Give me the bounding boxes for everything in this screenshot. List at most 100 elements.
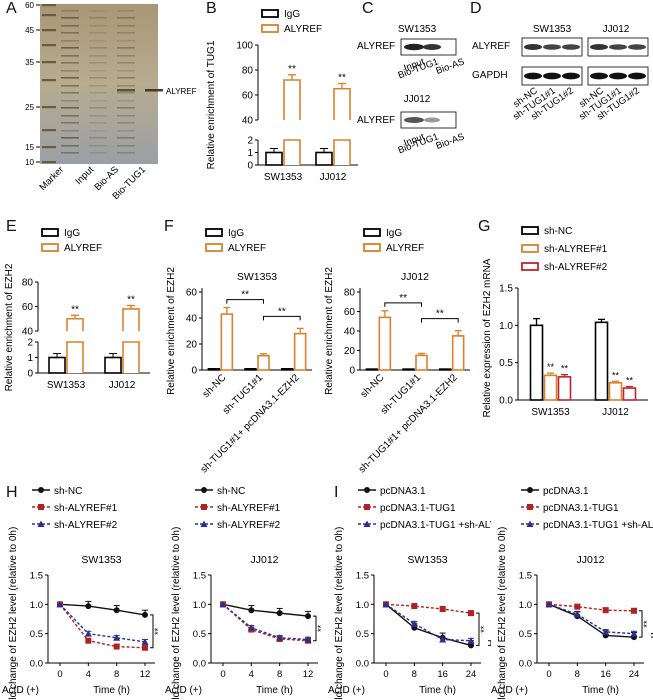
- data-point: [248, 607, 255, 614]
- gel-band: [89, 70, 107, 72]
- ladder-label: 45: [25, 26, 34, 35]
- x-tick-label: SW1353: [47, 380, 86, 391]
- y-axis-label: Relative expression of EZH2 mRNA: [482, 258, 493, 417]
- gel-band: [117, 137, 135, 139]
- legend-label: sh-ALYREF#2: [217, 520, 281, 531]
- bar-alyref-upper: [122, 308, 140, 331]
- blot-cell-line-label: SW1353: [398, 24, 437, 35]
- gel-band: [61, 77, 79, 79]
- series-line: [548, 603, 635, 638]
- gel-band: [89, 107, 107, 109]
- gel-band: [89, 55, 107, 57]
- legend-label: pcDNA3.1: [543, 486, 589, 497]
- data-point: [142, 611, 148, 618]
- gel-band: [117, 25, 135, 27]
- y-tick-label: 0.0: [519, 659, 532, 670]
- panel-letter-h: H: [6, 484, 18, 501]
- series-line: [59, 603, 146, 616]
- panel-d-blots: SW1353 JJ012 ALYREF GAPDH sh-NC sh-TUG1#…: [472, 24, 649, 123]
- data-point: [439, 606, 446, 613]
- gel-band: [61, 115, 79, 117]
- significance-label: **: [316, 624, 326, 632]
- series-line: [222, 603, 309, 642]
- bar-igg: [365, 368, 379, 371]
- significance-label: **: [547, 362, 555, 372]
- gel-band: [61, 130, 79, 132]
- bar-alyref: [378, 316, 392, 371]
- gel-background: [40, 4, 158, 164]
- legend-swatch: [41, 228, 59, 237]
- y-tick-label: 20: [344, 346, 356, 357]
- data-point: [142, 644, 148, 651]
- chart-title: SW1353: [237, 271, 277, 283]
- blot-cell-line-label: JJ012: [404, 94, 431, 105]
- y-tick-label: 80: [242, 66, 254, 77]
- y-tick-label: 100: [236, 41, 253, 52]
- legend-swatch: [363, 243, 381, 252]
- data-point: [631, 607, 637, 614]
- chart-i-sw1353: pcDNA3.1 pcDNA3.1-TUG1 pcDNA3.1-TUG1 +sh-A…: [328, 486, 491, 700]
- significance-label: **: [436, 309, 444, 320]
- bar-igg: [265, 151, 283, 166]
- bar-alyref: [220, 313, 234, 371]
- ladder-label: 10: [25, 158, 34, 167]
- data-point: [410, 620, 418, 627]
- legend-label: sh-NC: [544, 226, 572, 237]
- legend-label: ALYREF: [228, 243, 266, 254]
- gel-band: [61, 55, 79, 57]
- bar-alyref-lower: [66, 341, 84, 373]
- data-point: [201, 504, 207, 510]
- gel-band: [89, 115, 107, 117]
- x-tick-label: 12: [140, 669, 151, 680]
- gel-band: [42, 146, 56, 149]
- y-tick-label: 0.0: [193, 659, 206, 670]
- y-axis-label: Relative enrichment of EZH2: [166, 267, 177, 395]
- x-tick-label: sh-NC: [201, 372, 229, 400]
- data-point: [247, 624, 255, 631]
- gel-band: [61, 17, 79, 19]
- data-point: [574, 603, 581, 610]
- gel-band: [117, 89, 135, 92]
- chart-h-jj012: sh-NC sh-ALYREF#1 sh-ALYREF#2 JJ012 0.0 0.5 1.…: [165, 486, 326, 700]
- bar-igg: [280, 367, 294, 371]
- chart-h-sw1353: sh-NC sh-ALYREF#1 sh-ALYREF#2 SW1353 0.0 0.5 1…: [2, 486, 163, 700]
- series-line: [222, 603, 309, 641]
- significance-label: **: [561, 364, 569, 374]
- bar-sh-alyref-1: [608, 382, 623, 401]
- gel-band: [117, 100, 135, 102]
- gel-lane-label: Marker: [37, 164, 66, 193]
- series-line: [59, 603, 146, 649]
- significance-label: **: [288, 64, 296, 75]
- series-line: [385, 603, 472, 642]
- gel-band: [117, 47, 135, 49]
- bar-igg: [402, 368, 415, 371]
- significance-label: **: [153, 627, 163, 635]
- gel-band: [89, 152, 107, 154]
- y-axis-label: Fold change of EZH2 level (relative to 0…: [8, 527, 19, 700]
- legend-label: IgG: [284, 9, 300, 20]
- gel-band: [42, 4, 56, 7]
- significance-label: **: [612, 370, 620, 380]
- gel-band: [42, 44, 56, 47]
- gel-band: [61, 62, 79, 64]
- y-tick-label: 1.0: [519, 600, 532, 611]
- gel-band: [61, 40, 79, 42]
- bar-alyref: [293, 332, 307, 371]
- gel-band: [117, 92, 135, 94]
- significance-label: **: [127, 295, 135, 306]
- gel-band: [117, 122, 135, 124]
- legend-swatch: [41, 243, 59, 252]
- significance-bracket: [226, 299, 264, 304]
- gel-band: [89, 17, 107, 19]
- bar-sh-alyref-1: [543, 374, 558, 401]
- data-point: [411, 603, 418, 610]
- significance-label: **: [241, 290, 249, 301]
- legend-swatch: [261, 24, 279, 33]
- legend-label: ALYREF: [284, 24, 322, 35]
- gel-band: [117, 70, 135, 72]
- legend-label: sh-NC: [217, 486, 245, 497]
- bar-sh-nc: [594, 321, 609, 401]
- significance-bracket: [476, 612, 480, 646]
- significance-bracket: [639, 610, 643, 638]
- legend-label: sh-ALYREF#2: [544, 262, 608, 273]
